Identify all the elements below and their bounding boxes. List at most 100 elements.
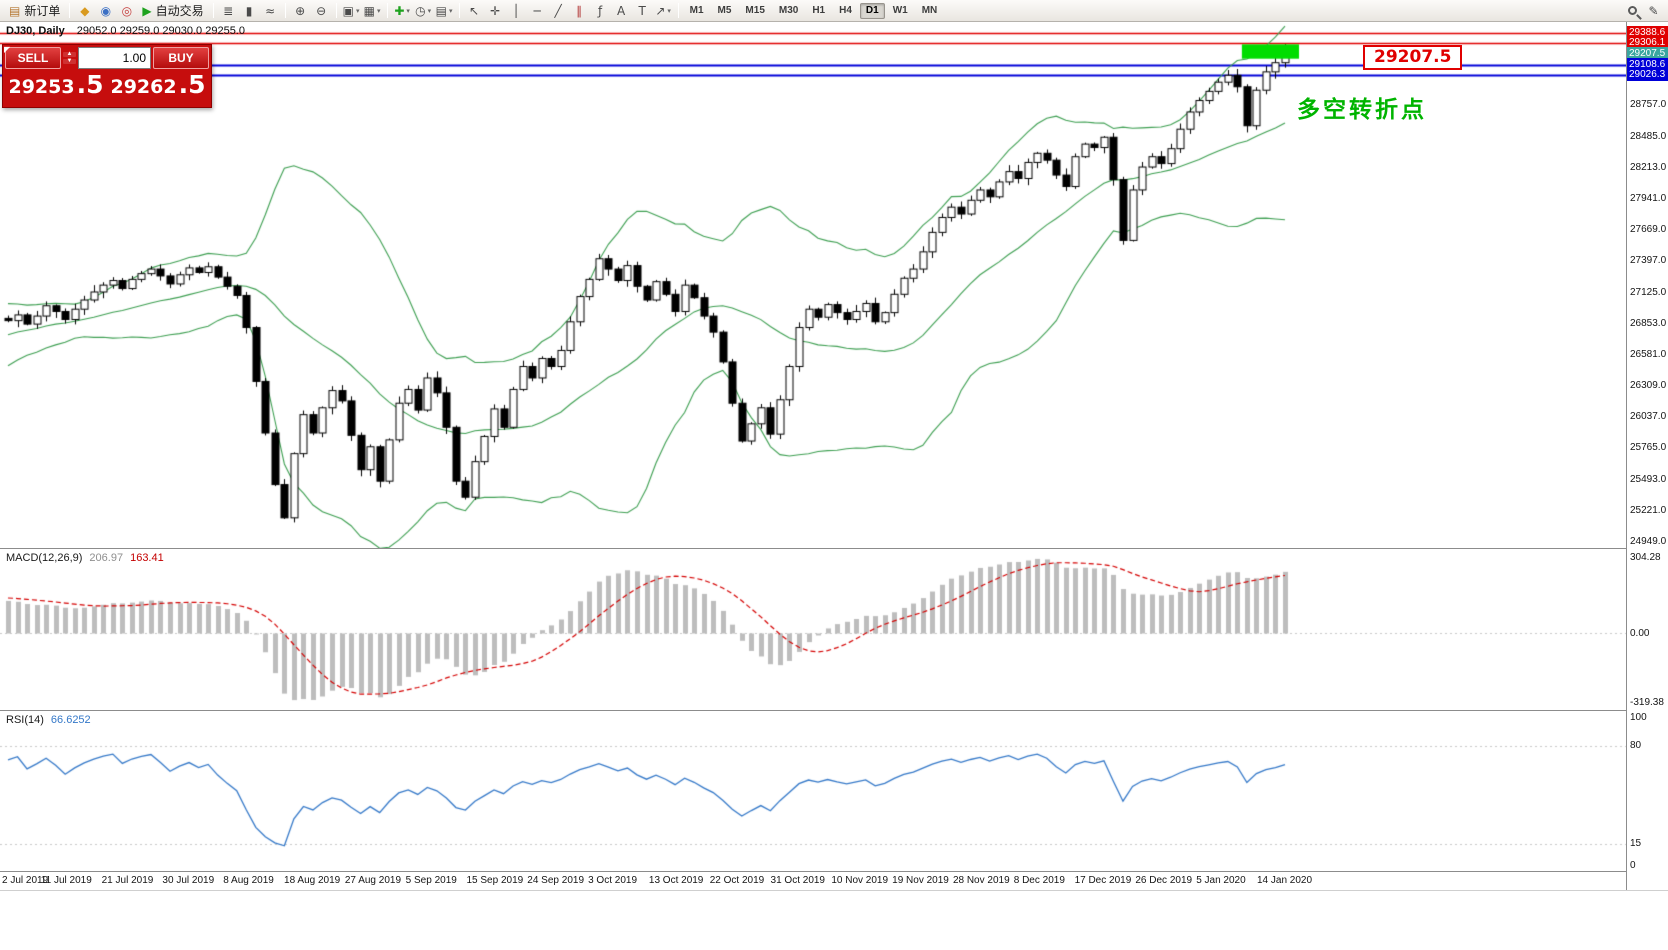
zoom-in-icon[interactable]: ⊕ bbox=[295, 3, 306, 18]
price-scale-label: 26309.0 bbox=[1630, 380, 1667, 392]
crosshair-icon[interactable]: ✛ bbox=[490, 3, 501, 18]
macd-scale-top: 304.28 bbox=[1630, 552, 1661, 563]
candles-chart-type-icon[interactable]: ▮ bbox=[245, 3, 253, 18]
profile-icon[interactable]: ◉ bbox=[100, 3, 112, 18]
volume-down-icon[interactable]: ▼ bbox=[63, 58, 76, 64]
indicators-icon[interactable]: ✚ ▾ bbox=[394, 3, 410, 18]
price-scale-label: 28757.0 bbox=[1630, 99, 1667, 111]
trade-panel-prices-row: 29253 .5 29262 .5 bbox=[5, 69, 209, 105]
volume-input[interactable] bbox=[78, 47, 151, 69]
timeframe-mn[interactable]: MN bbox=[921, 4, 938, 16]
price-scale-label: 27941.0 bbox=[1630, 193, 1667, 204]
text-label-icon[interactable]: T bbox=[638, 3, 646, 18]
date-label: 8 Aug 2019 bbox=[223, 875, 274, 886]
price-scale-label: 28485.0 bbox=[1630, 130, 1667, 142]
chart-ohlc-values: 29052.0 29259.0 29030.0 29255.0 bbox=[76, 25, 245, 37]
horizontal-line-icon[interactable]: ─ bbox=[533, 3, 541, 18]
volume-up-icon[interactable]: ▲ bbox=[63, 51, 76, 57]
trade-panel-controls-row: SELL ▲ ▼ BUY bbox=[5, 47, 209, 69]
rsi-indicator-canvas[interactable] bbox=[0, 711, 1626, 871]
panel-separator bbox=[0, 548, 1668, 549]
line-chart-type-icon[interactable]: ≈ bbox=[265, 3, 276, 18]
new-chart-icon[interactable]: ▦ ▾ bbox=[363, 3, 381, 18]
metaquotes-icon[interactable]: ◆ bbox=[80, 3, 90, 18]
timeframe-w1[interactable]: W1 bbox=[892, 4, 908, 16]
sell-price-pip: .5 bbox=[76, 70, 104, 99]
panel-separator bbox=[0, 710, 1668, 711]
date-label: 19 Nov 2019 bbox=[892, 875, 949, 886]
volume-stepper: ▲ ▼ bbox=[63, 47, 76, 69]
toolbar-separator bbox=[212, 3, 214, 18]
timeframe-h4[interactable]: H4 bbox=[839, 4, 852, 16]
price-level-annotation: 29207.5 bbox=[1363, 45, 1463, 70]
cursor-icon[interactable]: ↖ bbox=[469, 3, 480, 18]
zoom-out-icon[interactable]: ⊖ bbox=[316, 3, 327, 18]
macd-scale-zero: 0.00 bbox=[1630, 627, 1650, 639]
chart-symbol-period: DJ30, Daily bbox=[6, 25, 65, 37]
new-order-button[interactable]: ▤ 新订单 bbox=[9, 3, 61, 18]
trendline-icon[interactable]: ╱ bbox=[554, 3, 562, 18]
fibonacci-icon[interactable]: ƒ bbox=[597, 3, 603, 18]
macd-indicator-canvas[interactable] bbox=[0, 549, 1626, 710]
date-label: 18 Aug 2019 bbox=[284, 875, 341, 886]
date-label: 30 Jul 2019 bbox=[162, 875, 215, 886]
chart-title: DJ30, Daily 29052.0 29259.0 29030.0 2925… bbox=[6, 25, 245, 37]
price-axis[interactable]: 304.28 0.00 -319.38 100 80 15 0 28757.0 28485… bbox=[1626, 22, 1668, 890]
auto-trading-button[interactable]: ▶ 自动交易 bbox=[142, 3, 204, 18]
sell-price-main: 29253 bbox=[8, 76, 75, 98]
panel-separator bbox=[0, 890, 1668, 891]
arrows-tool-icon[interactable]: ↗ ▾ bbox=[655, 3, 671, 18]
timeframe-m1[interactable]: M1 bbox=[689, 4, 704, 16]
price-scale-label: 25765.0 bbox=[1630, 442, 1667, 454]
community-icon[interactable]: ◎ bbox=[121, 3, 133, 18]
toolbar-separator bbox=[386, 3, 388, 18]
buy-price: 29262 .5 bbox=[107, 71, 209, 103]
rsi-name: RSI(14) bbox=[6, 714, 44, 726]
rsi-scale-label: 15 bbox=[1630, 837, 1642, 849]
date-label: 10 Nov 2019 bbox=[831, 875, 889, 886]
rsi-label: RSI(14) 66.6252 bbox=[6, 714, 91, 726]
timeframe-h1[interactable]: H1 bbox=[812, 4, 826, 16]
time-axis[interactable]: 2 Jul 2019 11 Jul 2019 21 Jul 2019 30 Jul 2… bbox=[0, 872, 1626, 890]
timeframe-m30[interactable]: M30 bbox=[778, 4, 799, 16]
channel-icon[interactable]: ∥ bbox=[576, 3, 583, 18]
date-label: 11 Jul 2019 bbox=[40, 875, 92, 886]
toolbar: ▤ 新订单 ◆ ◉ ◎ ▶ 自动交易 ≣ ▮ ≈ ⊕ ⊖ ▣ ▾ ▦ ▾ ✚ ▾ ◷ ▾ ▤ ▾ ↖ ✛ │ ─ ╱ ∥ ƒ A T ↗ ▾ M1… bbox=[0, 0, 1668, 22]
sell-price: 29253 .5 bbox=[5, 71, 107, 103]
price-scale-label: 27125.0 bbox=[1630, 286, 1667, 298]
edit-icon[interactable]: ✎ bbox=[1648, 3, 1659, 18]
collapse-panel-icon[interactable]: ◤ bbox=[4, 45, 11, 54]
date-label: 8 Dec 2019 bbox=[1013, 875, 1065, 886]
date-label: 17 Dec 2019 bbox=[1074, 875, 1132, 886]
date-label: 15 Sep 2019 bbox=[466, 875, 524, 886]
one-click-trade-panel: ◤ SELL ▲ ▼ BUY 29253 .5 29262 .5 bbox=[2, 44, 212, 108]
toolbar-separator bbox=[69, 3, 71, 18]
sell-button[interactable]: SELL bbox=[5, 47, 61, 69]
date-label: 2 Jul 2019 bbox=[2, 875, 49, 886]
periods-icon[interactable]: ◷ ▾ bbox=[415, 3, 432, 18]
timeframe-m5[interactable]: M5 bbox=[717, 4, 732, 16]
timeframe-d1[interactable]: D1 bbox=[859, 2, 885, 19]
date-label: 21 Jul 2019 bbox=[101, 875, 154, 886]
date-label: 31 Oct 2019 bbox=[770, 875, 825, 886]
price-level-badge: 29026.3 bbox=[1627, 67, 1668, 81]
date-label: 22 Oct 2019 bbox=[709, 875, 765, 886]
bars-chart-type-icon[interactable]: ≣ bbox=[223, 3, 234, 18]
macd-scale-bottom: -319.38 bbox=[1630, 697, 1664, 708]
panel-separator bbox=[0, 871, 1668, 872]
templates-icon[interactable]: ▤ ▾ bbox=[435, 3, 453, 18]
date-label: 28 Nov 2019 bbox=[952, 875, 1010, 886]
price-chart-canvas[interactable] bbox=[0, 22, 1626, 548]
toolbar-separator bbox=[677, 3, 679, 18]
buy-button[interactable]: BUY bbox=[153, 47, 209, 69]
buy-price-main: 29262 bbox=[110, 76, 177, 98]
vertical-line-icon[interactable]: │ bbox=[512, 3, 520, 18]
price-scale-label: 24949.0 bbox=[1630, 536, 1667, 548]
search-icon[interactable] bbox=[1622, 1, 1643, 20]
tile-windows-icon[interactable]: ▣ ▾ bbox=[342, 3, 360, 18]
text-icon[interactable]: A bbox=[617, 3, 626, 18]
date-label: 13 Oct 2019 bbox=[648, 875, 704, 886]
turning-point-annotation: 多空转折点 bbox=[1297, 96, 1427, 122]
timeframe-m15[interactable]: M15 bbox=[745, 4, 765, 16]
